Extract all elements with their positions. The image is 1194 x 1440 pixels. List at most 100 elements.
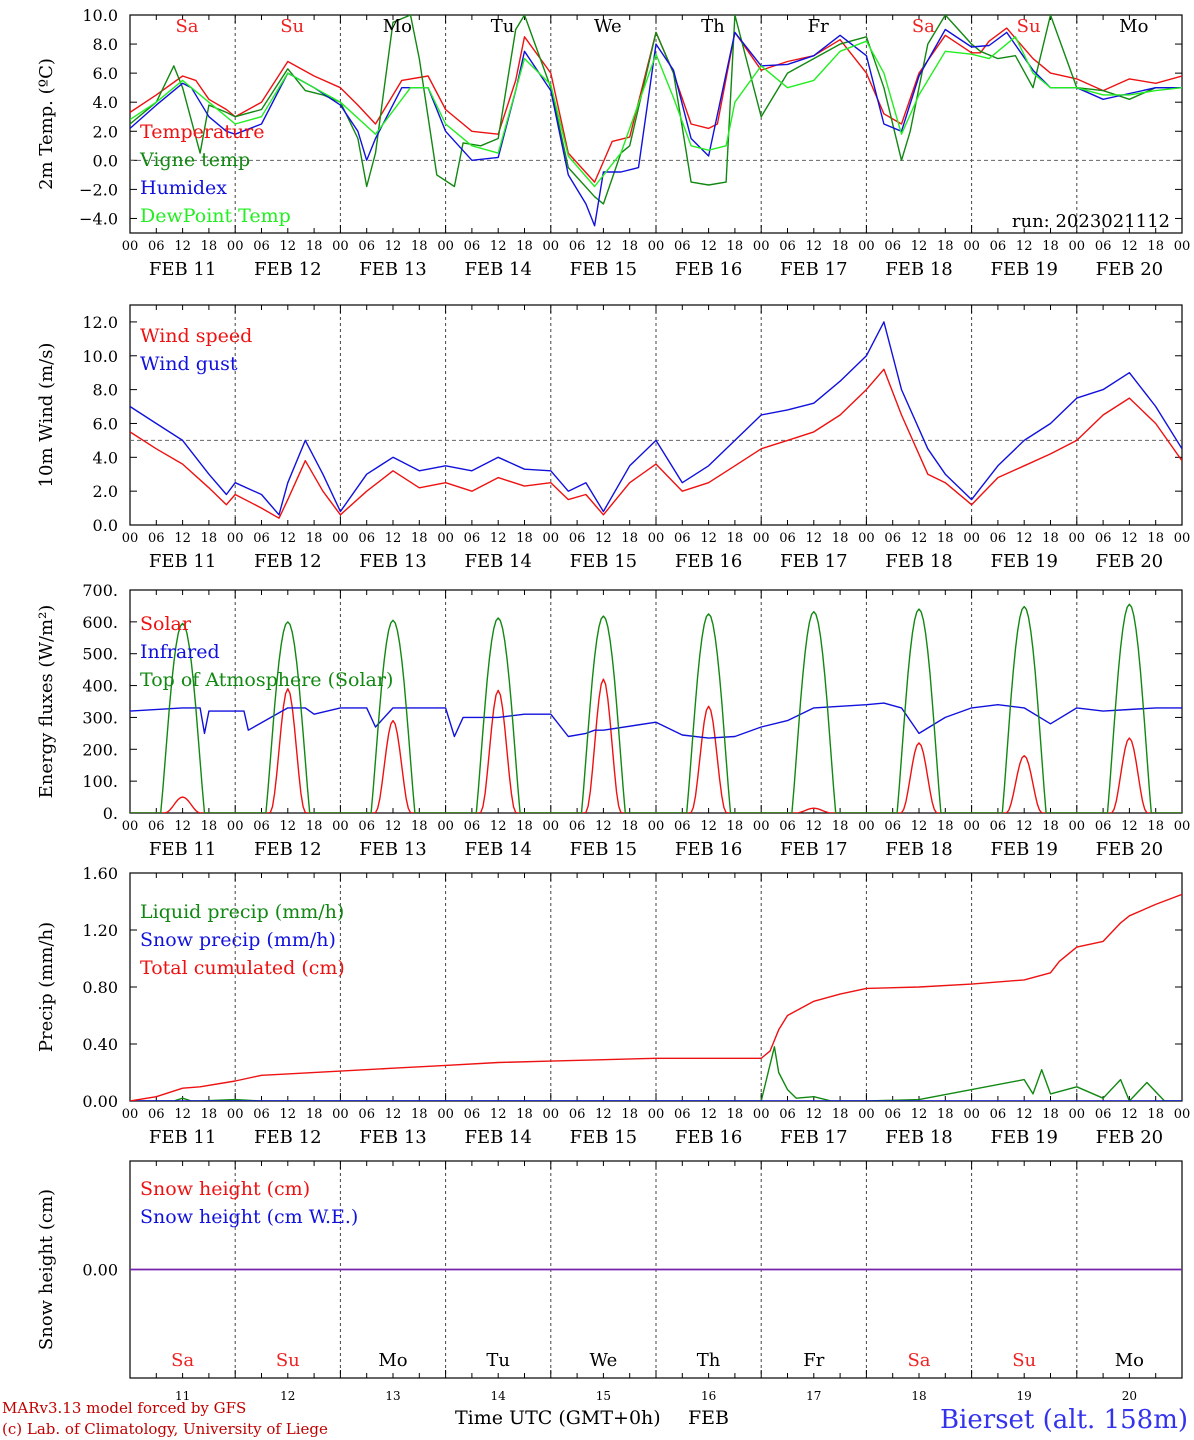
panel-3: 00 06 12 18 00 06 12 18 00 06 12 18 00 06 12 18 00 06 12 18…	[36, 581, 1190, 860]
date-label: FEB 16	[675, 259, 742, 280]
hour-tick-label: 18	[306, 1107, 323, 1122]
hour-tick-label: 00	[543, 531, 560, 546]
station-name: Bierset (alt. 158m)	[940, 1405, 1188, 1435]
date-label: FEB 14	[464, 551, 531, 572]
date-label: FEB 12	[254, 551, 321, 572]
series-line	[130, 702, 1182, 739]
hour-tick-label: 00	[437, 239, 454, 254]
hour-tick-label: 06	[674, 239, 691, 254]
hour-tick-label: 18	[727, 239, 744, 254]
date-label: FEB 19	[990, 259, 1057, 280]
hour-tick-label: 18	[1147, 1107, 1164, 1122]
hour-tick-label: 12	[911, 239, 928, 254]
date-label: FEB 18	[885, 839, 952, 860]
hour-tick-label: 06	[1095, 239, 1112, 254]
hour-tick-label: 18	[1147, 239, 1164, 254]
hour-tick-label: 18	[832, 1107, 849, 1122]
hour-tick-label: 06	[990, 239, 1007, 254]
hour-tick-label: 00	[437, 1107, 454, 1122]
y-tick-label: 0.00	[82, 1261, 118, 1280]
hour-tick-label: 06	[1095, 1107, 1112, 1122]
weekday-label: Tu	[491, 16, 515, 37]
hour-tick-label: 12	[595, 819, 612, 834]
y-tick-label: 12.0	[82, 313, 118, 332]
hour-tick-label: 00	[1069, 819, 1086, 834]
day-number-label: 12	[280, 1389, 295, 1403]
hour-tick-label: 06	[464, 819, 481, 834]
series-line	[130, 321, 1182, 516]
date-label: FEB 17	[780, 839, 847, 860]
hour-tick-label: 18	[306, 239, 323, 254]
footer-credit: (c) Lab. of Climatology, University of L…	[2, 1420, 328, 1438]
hour-tick-label: 12	[490, 239, 507, 254]
weekday-label: Sa	[171, 1350, 194, 1371]
series-group	[130, 893, 1182, 1101]
hour-tick-label: 18	[516, 531, 533, 546]
hour-tick-label: 12	[911, 531, 928, 546]
y-tick-label: 10.0	[82, 6, 118, 25]
hour-tick-label: 12	[806, 239, 823, 254]
hour-tick-label: 12	[700, 819, 717, 834]
date-label: FEB 13	[359, 1127, 426, 1148]
hour-tick-label: 00	[1174, 531, 1191, 546]
hour-tick-label: 18	[516, 819, 533, 834]
hour-tick-label: 00	[963, 819, 980, 834]
hour-tick-label: 12	[911, 1107, 928, 1122]
legend-entry: Top of Atmosphere (Solar)	[140, 669, 393, 691]
hour-tick-label: 12	[806, 819, 823, 834]
hour-tick-label: 06	[884, 819, 901, 834]
hour-tick-label: 06	[779, 1107, 796, 1122]
hour-tick-label: 06	[464, 1107, 481, 1122]
hour-tick-label: 06	[779, 531, 796, 546]
weekday-label: Su	[280, 16, 304, 37]
series-group	[130, 321, 1182, 519]
y-tick-label: 0.	[103, 804, 118, 823]
hour-tick-label: 18	[201, 531, 218, 546]
hour-tick-label: 00	[227, 239, 244, 254]
date-label: FEB 19	[990, 1127, 1057, 1148]
hour-tick-label: 00	[963, 531, 980, 546]
hour-tick-label: 00	[1069, 1107, 1086, 1122]
weekday-label: We	[594, 16, 622, 37]
date-label: FEB 20	[1096, 1127, 1163, 1148]
hour-tick-label: 00	[543, 239, 560, 254]
date-label: FEB 15	[570, 1127, 637, 1148]
date-label: FEB 17	[780, 259, 847, 280]
hour-tick-label: 12	[911, 819, 928, 834]
hour-tick-label: 12	[174, 531, 191, 546]
hour-tick-label: 00	[332, 1107, 349, 1122]
date-label: FEB 20	[1096, 551, 1163, 572]
y-tick-label: 0.80	[82, 978, 118, 997]
hour-tick-label: 06	[358, 531, 375, 546]
hour-tick-label: 06	[674, 1107, 691, 1122]
date-label: FEB 15	[570, 259, 637, 280]
hour-tick-label: 12	[700, 239, 717, 254]
hour-tick-label: 18	[201, 239, 218, 254]
hour-tick-label: 18	[832, 819, 849, 834]
day-number-label: 14	[491, 1389, 507, 1403]
hour-tick-label: 18	[937, 531, 954, 546]
weekday-label: Th	[697, 1350, 721, 1371]
day-number-label: 11	[175, 1389, 190, 1403]
plot-frame	[129, 589, 1183, 814]
panel-1: 00 06 12 18 00 06 12 18 00 06 12 18 00 06 12 18 00 06 12 18…	[36, 6, 1190, 280]
y-tick-label: 4.0	[93, 93, 118, 112]
day-number-label: 20	[1122, 1389, 1137, 1403]
hour-tick-label: 00	[858, 239, 875, 254]
hour-tick-label: 00	[122, 531, 139, 546]
date-label: FEB 16	[675, 839, 742, 860]
date-label: FEB 20	[1096, 259, 1163, 280]
y-tick-label: 10.0	[82, 347, 118, 366]
hour-tick-label: 18	[516, 1107, 533, 1122]
hour-tick-label: 12	[1121, 531, 1138, 546]
hour-tick-label: 12	[385, 819, 402, 834]
y-axis-label: Energy fluxes (W/m²)	[36, 605, 57, 799]
hour-tick-label: 18	[306, 819, 323, 834]
series-line	[130, 678, 1182, 813]
hour-tick-label: 00	[753, 531, 770, 546]
weekday-label: Sa	[912, 16, 935, 37]
y-tick-label: 500.	[82, 645, 118, 664]
hour-tick-label: 12	[174, 1107, 191, 1122]
weekday-label: Su	[1012, 1350, 1036, 1371]
y-tick-label: 2.0	[93, 482, 118, 501]
